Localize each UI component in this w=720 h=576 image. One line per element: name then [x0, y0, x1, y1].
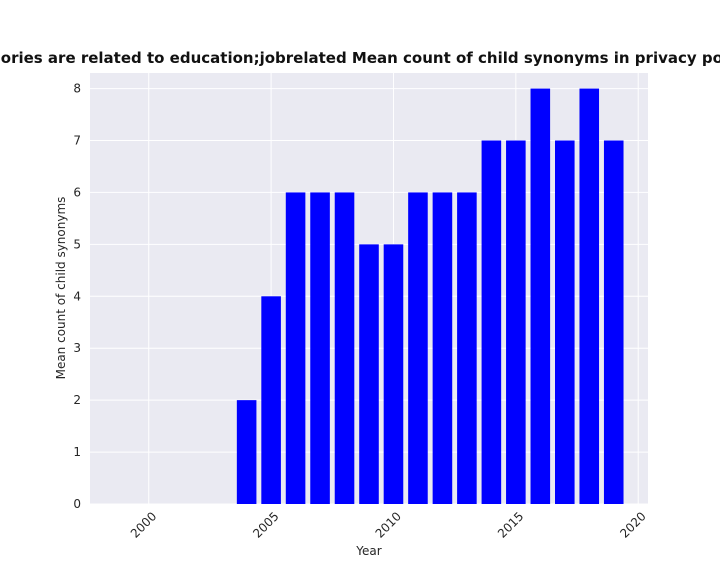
x-tick-label: 2015	[495, 509, 526, 540]
bar-2007	[310, 192, 330, 505]
y-tick-label: 4	[73, 289, 81, 303]
bar-2013	[457, 192, 477, 505]
bar-2011	[408, 192, 428, 505]
x-tick-label: 2020	[617, 509, 648, 540]
bar-2019	[603, 140, 624, 504]
y-tick-label: 7	[73, 134, 81, 148]
x-tick-labels: 2000 2005 2010 2015 2020	[128, 509, 649, 540]
y-tick-labels: 0 1 2 3 4 5 6 7 8	[73, 82, 81, 511]
bar-2017	[555, 140, 575, 504]
x-tick-label: 2000	[128, 509, 159, 540]
y-tick-label: 1	[73, 445, 81, 459]
y-tick-label: 3	[73, 341, 81, 355]
y-tick-label: 2	[73, 393, 81, 407]
y-tick-label: 0	[73, 497, 81, 511]
x-tick-label: 2005	[250, 509, 281, 540]
y-tick-label: 5	[73, 237, 81, 251]
bars	[236, 88, 624, 505]
y-tick-label: 8	[73, 82, 81, 96]
x-axis-label: Year	[355, 544, 381, 558]
bar-2010	[383, 244, 404, 504]
x-tick-label: 2010	[373, 509, 404, 540]
bar-2004	[236, 400, 257, 504]
bar-2012	[432, 192, 453, 505]
bar-2009	[359, 244, 379, 504]
bar-2018	[579, 88, 600, 505]
y-tick-label: 6	[73, 185, 81, 199]
bar-2008	[334, 192, 355, 505]
bar-2006	[285, 192, 306, 505]
bar-2014	[481, 140, 502, 504]
bar-2015	[506, 140, 526, 504]
bar-2005	[261, 296, 281, 504]
y-axis-label: Mean count of child synonyms	[54, 197, 68, 380]
bar-2016	[530, 88, 551, 505]
chart-title: categories are related to education;jobr…	[0, 49, 720, 67]
